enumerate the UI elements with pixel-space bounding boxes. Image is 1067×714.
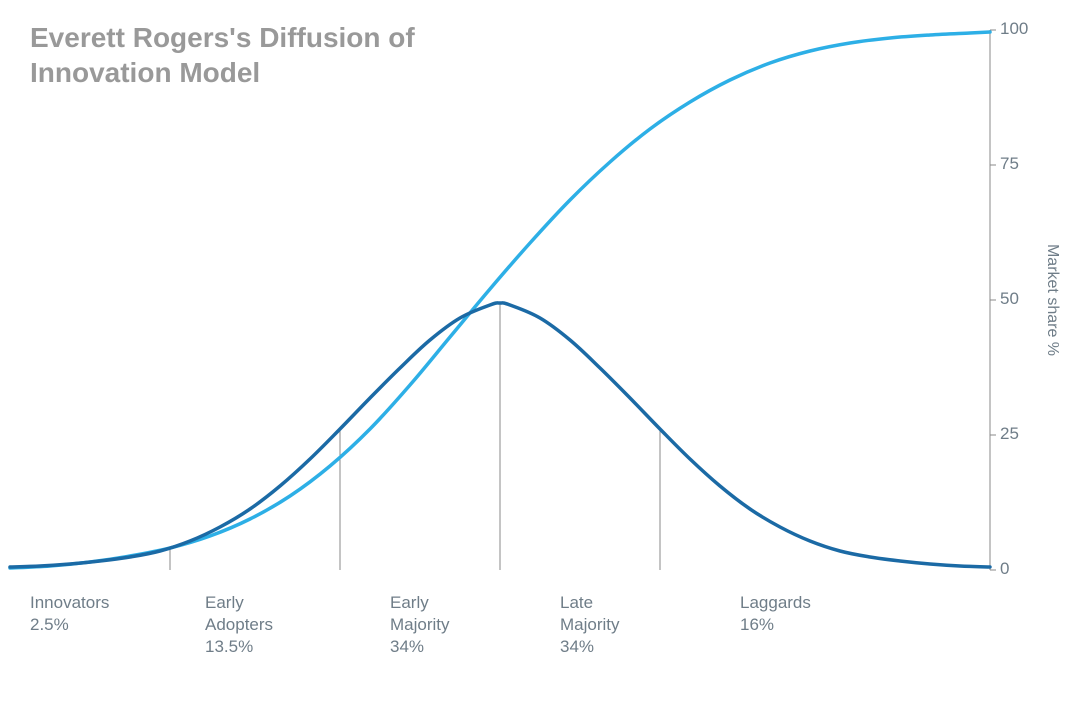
chart-container: Everett Rogers's Diffusion of Innovation… (0, 0, 1067, 714)
category-label: LateMajority 34% (560, 592, 620, 658)
category-name: Laggards (740, 593, 811, 612)
y-tick-label: 50 (1000, 289, 1019, 309)
category-name: EarlyMajority (390, 593, 450, 634)
category-name: Innovators (30, 593, 109, 612)
category-label: Innovators 2.5% (30, 592, 109, 636)
y-axis-title: Market share % (1043, 244, 1061, 356)
category-percent: 34% (560, 637, 594, 656)
category-percent: 2.5% (30, 615, 69, 634)
y-tick-label: 100 (1000, 19, 1028, 39)
category-label: Laggards 16% (740, 592, 811, 636)
category-name: EarlyAdopters (205, 593, 273, 634)
chart-svg (0, 0, 1067, 714)
category-label: EarlyMajority 34% (390, 592, 450, 658)
category-name: LateMajority (560, 593, 620, 634)
divider-lines (170, 303, 660, 570)
y-tick-label: 25 (1000, 424, 1019, 444)
category-label: EarlyAdopters 13.5% (205, 592, 273, 658)
y-tick-label: 0 (1000, 559, 1009, 579)
y-axis (990, 30, 996, 570)
category-percent: 16% (740, 615, 774, 634)
y-tick-label: 75 (1000, 154, 1019, 174)
category-percent: 34% (390, 637, 424, 656)
category-percent: 13.5% (205, 637, 253, 656)
